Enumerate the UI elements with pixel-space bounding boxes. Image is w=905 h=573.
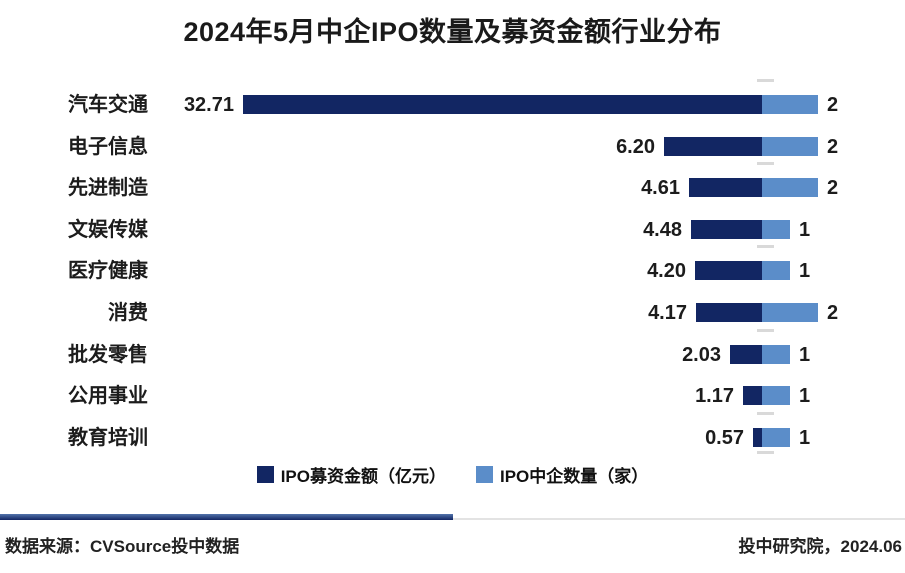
- chart-legend: IPO募资金额（亿元） IPO中企数量（家）: [0, 461, 905, 487]
- baseline-gridline-dash: [757, 79, 774, 82]
- bar-row: 教育培训 0.57 1: [0, 417, 905, 459]
- baseline-gridline-dash: [757, 412, 774, 415]
- count-value-label: 1: [799, 385, 811, 408]
- amount-bar: [743, 386, 762, 406]
- bar-row: 批发零售 2.03 1: [0, 334, 905, 376]
- bar-row: 消费 4.17 2: [0, 292, 905, 334]
- chart-title: 2024年5月中企IPO数量及募资金额行业分布: [183, 17, 722, 47]
- category-label: 汽车交通: [68, 94, 148, 116]
- category-label: 电子信息: [68, 135, 148, 158]
- amount-bar: [695, 261, 762, 281]
- amount-legend-swatch: [256, 465, 274, 483]
- amount-value-label: 1.17: [695, 385, 734, 408]
- amount-value-label: 4.20: [647, 260, 686, 283]
- bar-row: 医疗健康 4.20 1: [0, 250, 905, 292]
- footer-divider-navy: [0, 514, 453, 520]
- count-legend-label: IPO中企数量（家）: [500, 466, 649, 486]
- category-label: 批发零售: [68, 343, 148, 366]
- category-label: 教育培训: [68, 426, 148, 449]
- count-value-label: 2: [827, 302, 839, 324]
- count-value-label: 1: [799, 343, 811, 366]
- count-bar: [762, 386, 790, 406]
- amount-bar: [689, 178, 762, 198]
- count-value-label: 2: [827, 94, 839, 116]
- count-value-label: 2: [827, 177, 839, 200]
- legend-item-count: IPO中企数量（家）: [476, 462, 648, 487]
- count-bar: [762, 219, 790, 239]
- category-label: 先进制造: [68, 177, 148, 200]
- amount-bar: [664, 136, 762, 156]
- amount-bar: [730, 344, 762, 364]
- bar-plot-area: 汽车交通 32.71 2 电子信息 6.20 2 先进制造 4.61 2 文娱传媒 4.48 1 医疗健…: [0, 79, 905, 460]
- amount-bar: [691, 219, 762, 239]
- amount-legend-label: IPO募资金额（亿元）: [280, 466, 446, 486]
- count-value-label: 2: [827, 135, 839, 158]
- amount-bar: [696, 303, 762, 322]
- baseline-gridline-dash: [757, 245, 774, 248]
- amount-value-label: 32.71: [183, 94, 234, 116]
- count-value-label: 1: [799, 218, 811, 241]
- count-bar: [762, 136, 818, 156]
- count-bar: [762, 427, 790, 447]
- bar-row: 文娱传媒 4.48 1: [0, 209, 905, 251]
- count-value-label: 1: [799, 426, 811, 449]
- amount-value-label: 4.61: [641, 177, 680, 200]
- count-bar: [762, 344, 790, 364]
- legend-item-amount: IPO募资金额（亿元）: [256, 462, 446, 487]
- count-bar: [762, 303, 818, 322]
- count-bar: [762, 261, 790, 281]
- credit-text: 投中研究院，2024.06: [738, 537, 902, 556]
- bar-row: 先进制造 4.61 2: [0, 167, 905, 209]
- bar-row: 电子信息 6.20 2: [0, 126, 905, 168]
- count-bar: [762, 95, 818, 114]
- count-legend-swatch: [476, 465, 493, 483]
- bar-row: 汽车交通 32.71 2: [0, 84, 905, 126]
- count-bar: [762, 178, 818, 198]
- amount-value-label: 4.17: [648, 302, 687, 324]
- amount-bar: [243, 95, 762, 114]
- amount-value-label: 6.20: [616, 135, 655, 158]
- amount-value-label: 0.57: [705, 426, 744, 449]
- amount-value-label: 4.48: [643, 218, 682, 241]
- amount-bar: [753, 427, 762, 447]
- baseline-gridline-dash: [757, 451, 774, 454]
- data-source-text: 数据来源：CVSource投中数据: [5, 537, 240, 556]
- count-value-label: 1: [799, 260, 811, 283]
- baseline-gridline-dash: [757, 162, 774, 165]
- category-label: 消费: [108, 302, 148, 324]
- category-label: 医疗健康: [68, 260, 148, 283]
- baseline-gridline-dash: [757, 329, 774, 332]
- category-label: 文娱传媒: [68, 218, 148, 241]
- amount-value-label: 2.03: [682, 343, 721, 366]
- bar-row: 公用事业 1.17 1: [0, 375, 905, 417]
- category-label: 公用事业: [68, 385, 148, 408]
